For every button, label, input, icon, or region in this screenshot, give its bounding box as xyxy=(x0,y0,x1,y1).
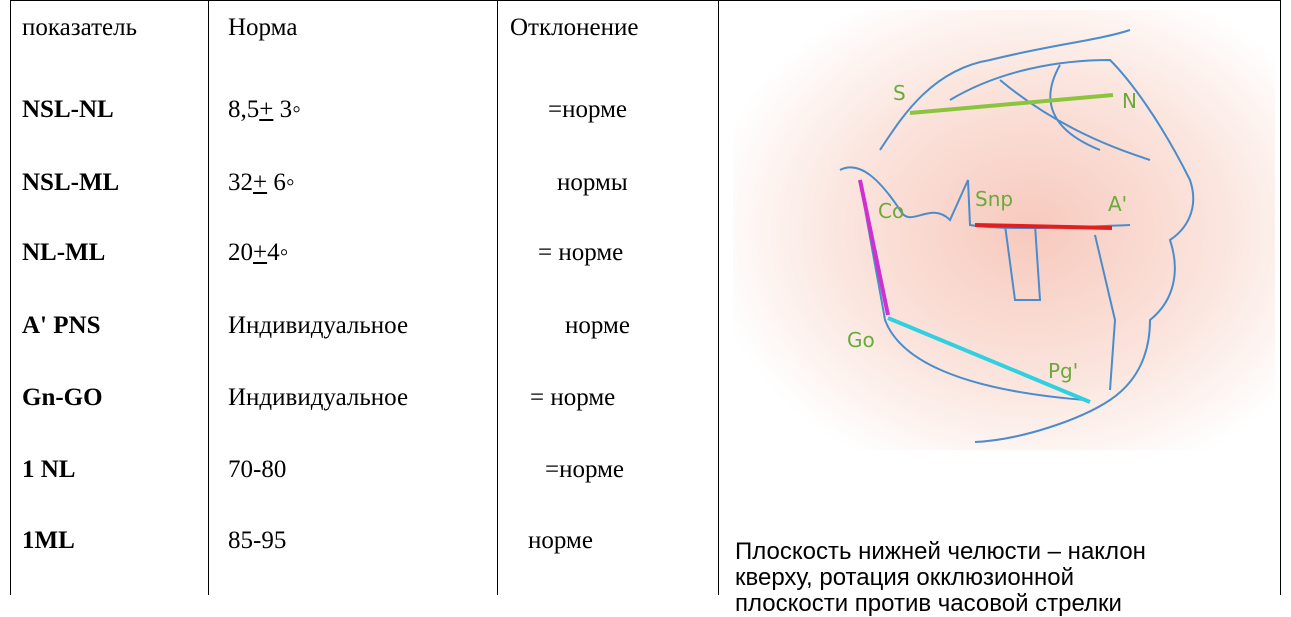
header-cell: показатель xyxy=(22,14,137,41)
landmark-label: A' xyxy=(1108,192,1127,216)
caption-line: кверху, ротация окклюзионной xyxy=(735,564,1075,591)
deviation-cell: = норме xyxy=(530,384,616,411)
norm-range: 4◦ xyxy=(267,239,289,266)
indicator-cell: 1ML xyxy=(22,527,75,554)
indicator-cell: A' PNS xyxy=(22,312,101,339)
landmark-label: S xyxy=(893,81,906,105)
deviation-cell: =норме xyxy=(545,456,625,483)
norm-cell: 8,5+ 3◦ xyxy=(228,95,301,125)
norm-range: 6◦ xyxy=(267,169,295,196)
norm-value: 20 xyxy=(228,239,253,266)
table-border xyxy=(718,0,719,595)
norm-cell: Индивидуальное xyxy=(228,312,409,339)
indicator-cell: NSL-ML xyxy=(22,169,120,196)
deviation-cell: нормы xyxy=(557,169,628,196)
table-border xyxy=(208,0,209,595)
norm-value: 32 xyxy=(228,169,253,196)
landmark-label: Pg' xyxy=(1048,359,1078,383)
table-border xyxy=(497,0,498,595)
figure: S N Co Snp A' Go Pg' xyxy=(733,10,1275,450)
deviation-cell: норме xyxy=(528,527,593,554)
page: показатель Норма Отклонение NSL-NL 8,5+ 3… xyxy=(10,0,1281,617)
norm-cell: 32+ 6◦ xyxy=(228,168,295,198)
indicator-cell: NSL-NL xyxy=(22,96,114,123)
landmark-label: Snp xyxy=(975,187,1013,211)
caption-line: Плоскость нижней челюсти – наклон xyxy=(735,538,1146,565)
indicator-cell: NL-ML xyxy=(22,239,106,266)
deviation-cell: = норме xyxy=(538,239,624,266)
header-cell: Отклонение xyxy=(510,14,639,41)
nl-line xyxy=(974,223,1113,230)
table-border xyxy=(10,0,11,595)
landmark-label: Co xyxy=(878,199,904,223)
norm-value: 8,5 xyxy=(228,96,260,123)
norm-cell: 85-95 xyxy=(228,527,287,554)
indicator-cell: 1 NL xyxy=(22,456,76,483)
table-border xyxy=(1280,0,1281,595)
deviation-cell: =норме xyxy=(548,96,628,123)
norm-plus-minus: + xyxy=(253,239,268,266)
norm-plus-minus: + xyxy=(259,96,274,123)
norm-plus-minus: + xyxy=(253,169,268,196)
ml-line xyxy=(887,316,1091,404)
landmark-label: N xyxy=(1122,89,1137,113)
norm-cell: 20+4◦ xyxy=(228,238,288,268)
norm-range: 3◦ xyxy=(273,96,301,123)
header-cell: Норма xyxy=(228,14,298,41)
norm-cell: 70-80 xyxy=(228,456,287,483)
sn-line xyxy=(909,93,1114,115)
table-border xyxy=(10,0,1281,1)
deviation-cell: норме xyxy=(565,312,630,339)
norm-cell: Индивидуальное xyxy=(228,384,409,411)
indicator-cell: Gn-GO xyxy=(22,384,103,411)
ramus-line xyxy=(858,179,890,316)
landmark-label: Go xyxy=(847,328,875,352)
